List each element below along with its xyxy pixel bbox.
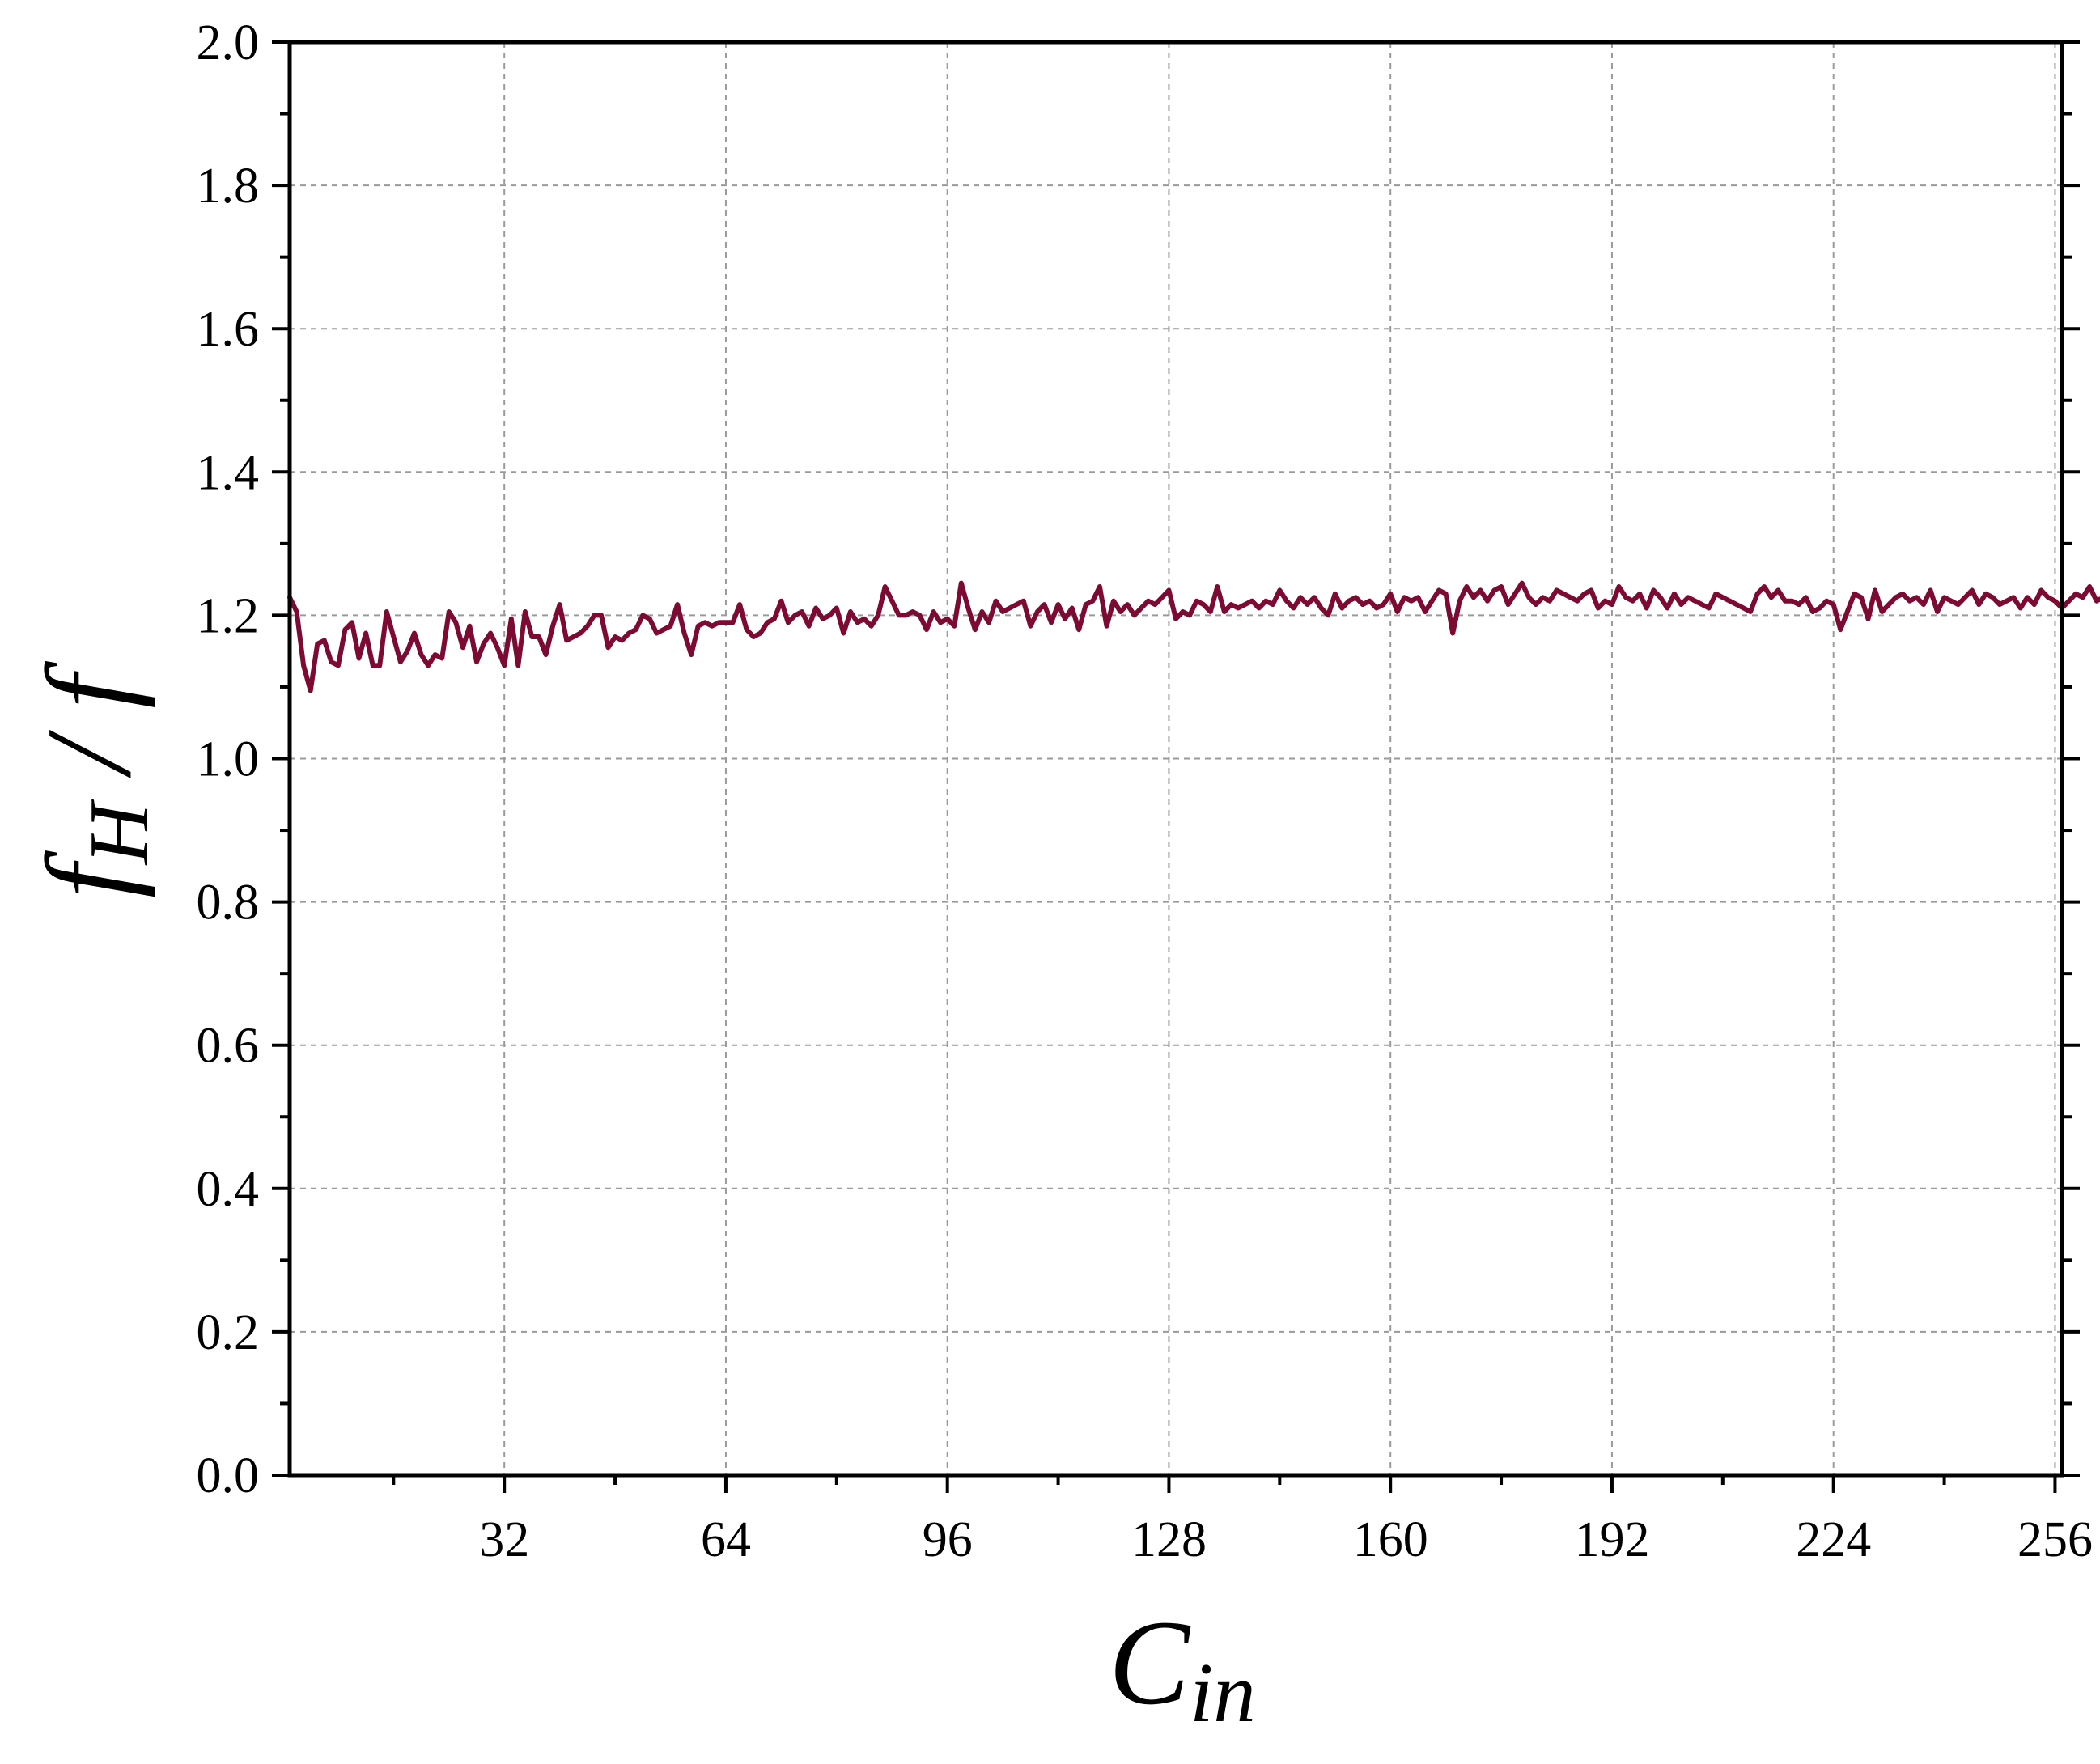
x-tick-label: 32 [479, 1512, 529, 1567]
x-tick-label: 224 [1796, 1512, 1871, 1567]
y-tick-label: 0.4 [197, 1162, 260, 1217]
y-tick-label: 1.2 [197, 588, 260, 643]
x-tick-label: 64 [701, 1512, 751, 1567]
x-tick-label: 96 [923, 1512, 973, 1567]
grid-lines [290, 42, 2062, 1475]
y-tick-label: 0.6 [197, 1019, 260, 1074]
y-tick-label: 1.4 [197, 445, 260, 500]
x-tick-label: 128 [1131, 1512, 1207, 1567]
y-tick-label: 0.8 [197, 876, 260, 931]
x-axis-title-sub: in [1190, 1645, 1256, 1740]
y-tick-label: 1.6 [197, 302, 260, 357]
x-tick-label: 256 [2017, 1512, 2093, 1567]
y-axis-title-denom: f [22, 661, 156, 709]
x-axis-title-main: C [1109, 1596, 1191, 1730]
x-tick-label: 160 [1353, 1512, 1428, 1567]
y-tick-label: 1.0 [197, 732, 260, 787]
x-axis-title: Cin [1109, 1596, 1256, 1740]
y-tick-label: 1.8 [197, 159, 260, 214]
tick-labels: 0.0 0.2 0.4 0.6 0.8 1.0 1.2 1.4 1.6 1.8 2.0 32 64 96 1… [197, 15, 2093, 1567]
y-tick-label: 0.2 [197, 1305, 260, 1360]
y-tick-label: 2.0 [197, 15, 260, 70]
series-line [287, 580, 2100, 693]
series-layer [287, 580, 2100, 693]
y-axis-title-sub: H [71, 799, 166, 866]
y-axis-title: fH / f [22, 661, 166, 898]
axes [272, 40, 2080, 1493]
y-tick-label: 0.0 [197, 1448, 260, 1503]
x-tick-label: 192 [1574, 1512, 1649, 1567]
y-axis-title-sep: / [22, 709, 156, 804]
